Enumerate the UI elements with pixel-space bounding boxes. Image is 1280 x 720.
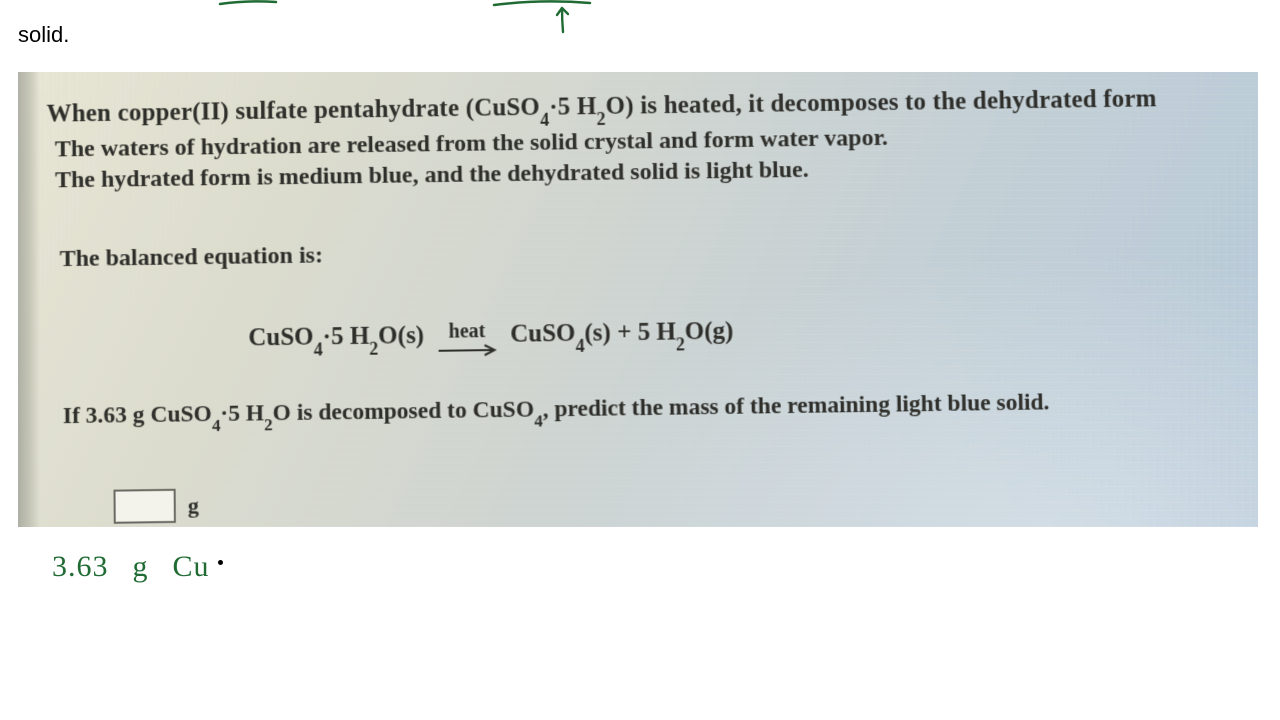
hw-value: 3.63 [52,550,109,583]
answer-input[interactable] [113,488,175,523]
hw-formula: Cu [173,550,210,583]
arrow-label: heat [449,321,486,342]
green-stroke-1 [218,0,278,8]
answer-unit: g [188,492,199,518]
problem-question: If 3.63 g CuSO4·5 H2O is decomposed to C… [63,387,1241,434]
equation-rhs: CuSO4(s) + 5 H2O(g) [510,318,734,353]
problem-text-block: When copper(II) sulfate pentahydrate (Cu… [18,72,1258,527]
handwritten-arrow-icon [548,2,578,34]
arrow-icon [436,343,498,358]
answer-row: g [113,474,1242,524]
hw-unit: g [133,550,149,583]
problem-line-4: The balanced equation is: [60,230,1238,273]
page-text-fragment: solid. [18,22,69,48]
textbook-photo: When copper(II) sulfate pentahydrate (Cu… [18,72,1258,527]
equation-lhs: CuSO4·5 H2O(s) [248,322,424,356]
reaction-arrow: heat [436,321,498,358]
handwritten-work: 3.63 g Cu [52,550,210,584]
cursor-icon [218,560,223,565]
balanced-equation: CuSO4·5 H2O(s) heat CuSO4(s) + 5 H2O(g) [248,307,1239,357]
